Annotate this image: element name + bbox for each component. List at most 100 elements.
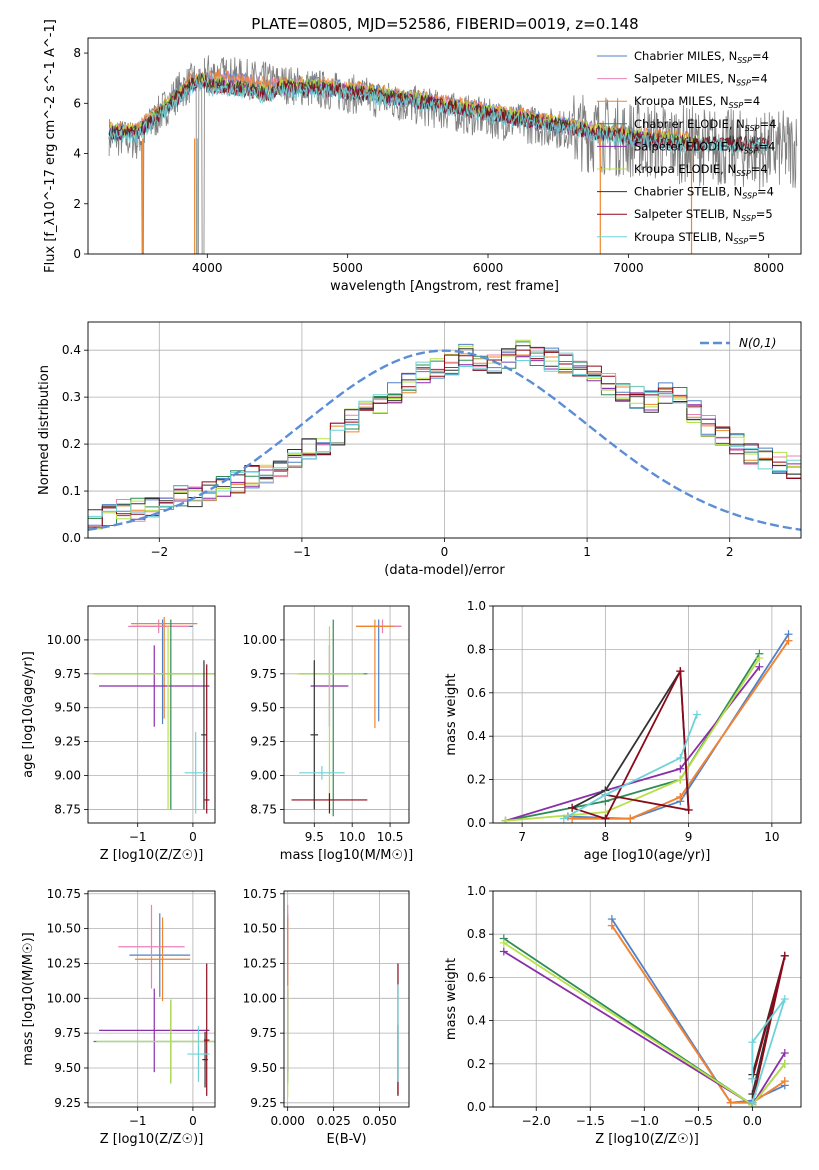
y-tick-label: 9.75 [250, 667, 277, 681]
y-tick-label: 10.75 [47, 887, 81, 901]
y-tick-label: 0.0 [467, 816, 486, 830]
legend-label: Chabrier ELODIE, NSSP=4 [634, 117, 776, 133]
residuals-axes: −2 −1 0 1 2 0.0 0.1 0.2 0.3 0.4 (data-model)/error… [37, 322, 801, 578]
model-series-line [108, 76, 769, 153]
x-tick-label: 0.025 [316, 1114, 350, 1128]
y-tick-label: 0.4 [62, 343, 81, 357]
x-tick-label: 9 [685, 830, 693, 844]
y-tick-label: 10.00 [47, 991, 81, 1005]
x-tick-label: 0.000 [270, 1114, 304, 1128]
plot-frame [87, 321, 802, 539]
y-tick-label: 10.50 [47, 922, 81, 936]
x-axis-label: age [log10(age/yr)] [584, 848, 711, 863]
x-axis-label: E(B-V) [326, 1132, 366, 1147]
weight_vs_age-lines [501, 630, 793, 823]
x-tick-label: −1.0 [630, 1114, 659, 1128]
spectrum-legend: Chabrier MILES, NSSP=4 Salpeter MILES, NS… [597, 49, 776, 246]
legend-label: N(0,1) [739, 336, 776, 350]
y-tick-label: 10.25 [243, 956, 277, 970]
x-axis-label: Z [log10(Z/Z☉)] [100, 848, 204, 863]
x-tick-label: 2 [726, 545, 734, 559]
x-tick-label: 8000 [753, 261, 784, 275]
weight-series-line [505, 666, 761, 822]
x-tick-label: 10 [764, 830, 779, 844]
y-tick-label: 1.0 [467, 599, 486, 613]
y-axis-label: mass [log10(M/M☉)] [21, 932, 36, 1065]
y-tick-label: 9.50 [250, 701, 277, 715]
y-axis-label: age [log10(age/yr)] [21, 651, 36, 778]
mass_vs_Z-axes: −1 0 9.25 9.50 9.75 10.00 10.25 10.50 10.75 Z [lo… [21, 887, 215, 1147]
x-tick-label: −2 [150, 545, 168, 559]
y-tick-label: 9.75 [54, 667, 81, 681]
model-series-line [108, 79, 769, 155]
x-tick-label: 7 [518, 830, 526, 844]
plot-frame [492, 890, 802, 1108]
x-tick-label: 4000 [192, 261, 223, 275]
x-axis-label: wavelength [Angstrom, rest frame] [330, 279, 559, 294]
y-tick-label: 0.4 [467, 729, 486, 743]
y-tick-label: 10.00 [47, 633, 81, 647]
y-tick-label: 0.0 [467, 1100, 486, 1114]
y-tick-label: 0.8 [467, 642, 486, 656]
plot-frame [283, 890, 410, 1108]
figure-title: PLATE=0805, MJD=52586, FIBERID=0019, z=0… [251, 15, 638, 33]
x-tick-label: −1 [129, 830, 147, 844]
x-tick-label: 0 [189, 830, 197, 844]
age_vs_mass-points [291, 619, 402, 817]
y-tick-label: 10.00 [243, 991, 277, 1005]
x-axis-label: Z [log10(Z/Z☉)] [595, 1132, 699, 1147]
y-tick-label: 6 [73, 96, 81, 110]
y-tick-label: 10.75 [243, 887, 277, 901]
x-tick-label: 7000 [613, 261, 644, 275]
weight-series-line [751, 955, 786, 1103]
x-tick-label: 8 [602, 830, 610, 844]
legend-label: Kroupa STELIB, NSSP=5 [634, 230, 765, 246]
plot-frame [492, 605, 802, 824]
y-tick-label: 10.00 [243, 633, 277, 647]
x-tick-label: 0.050 [362, 1114, 396, 1128]
y-tick-label: 9.25 [54, 1096, 81, 1110]
legend-label: Chabrier STELIB, NSSP=4 [634, 185, 774, 201]
y-tick-label: 9.00 [250, 769, 277, 783]
legend-label: Chabrier MILES, NSSP=4 [634, 49, 769, 65]
y-tick-label: 8.75 [250, 802, 277, 816]
y-tick-label: 0.4 [467, 1014, 486, 1028]
y-tick-label: 9.25 [54, 735, 81, 749]
weight-series-line [751, 998, 786, 1103]
x-tick-label: −2.0 [522, 1114, 551, 1128]
x-tick-label: −0.5 [684, 1114, 713, 1128]
y-tick-label: 0 [73, 247, 81, 261]
mass_vs_EBV-points [287, 904, 399, 1098]
plot-frame [87, 37, 802, 255]
y-tick-label: 9.50 [54, 1061, 81, 1075]
x-tick-label: 5000 [332, 261, 363, 275]
x-tick-label: −1.5 [576, 1114, 605, 1128]
plot-frame [87, 890, 216, 1108]
x-tick-label: 1 [583, 545, 591, 559]
x-tick-label: 10.0 [339, 830, 366, 844]
y-axis-label: mass weight [444, 958, 459, 1040]
y-tick-label: 0.2 [62, 437, 81, 451]
y-axis-label: Flux [f_λ10^-17 erg cm^-2 s^-1 A^-1] [43, 19, 58, 273]
x-tick-label: 0 [441, 545, 449, 559]
y-tick-label: 1.0 [467, 884, 486, 898]
y-axis-label: Normed distribution [37, 365, 52, 495]
y-tick-label: 9.00 [54, 769, 81, 783]
spectrum-lines [108, 55, 798, 254]
weight-series-line [572, 640, 790, 820]
mass_vs_Z-points [93, 904, 215, 1096]
y-tick-label: 8 [73, 46, 81, 60]
legend-label: Kroupa ELODIE, NSSP=4 [634, 162, 768, 178]
weight-series-line [571, 667, 690, 820]
y-tick-label: 9.25 [250, 735, 277, 749]
legend-label: Salpeter ELODIE, NSSP=4 [634, 139, 775, 155]
x-tick-label: −1 [129, 1114, 147, 1128]
y-tick-label: 0.8 [467, 927, 486, 941]
y-tick-label: 9.75 [250, 1026, 277, 1040]
legend-label: Salpeter MILES, NSSP=4 [634, 72, 768, 88]
y-tick-label: 9.50 [54, 701, 81, 715]
y-tick-label: 0.6 [467, 970, 486, 984]
legend-label: Kroupa MILES, NSSP=4 [634, 94, 760, 110]
normal-reference-curve [88, 349, 801, 531]
